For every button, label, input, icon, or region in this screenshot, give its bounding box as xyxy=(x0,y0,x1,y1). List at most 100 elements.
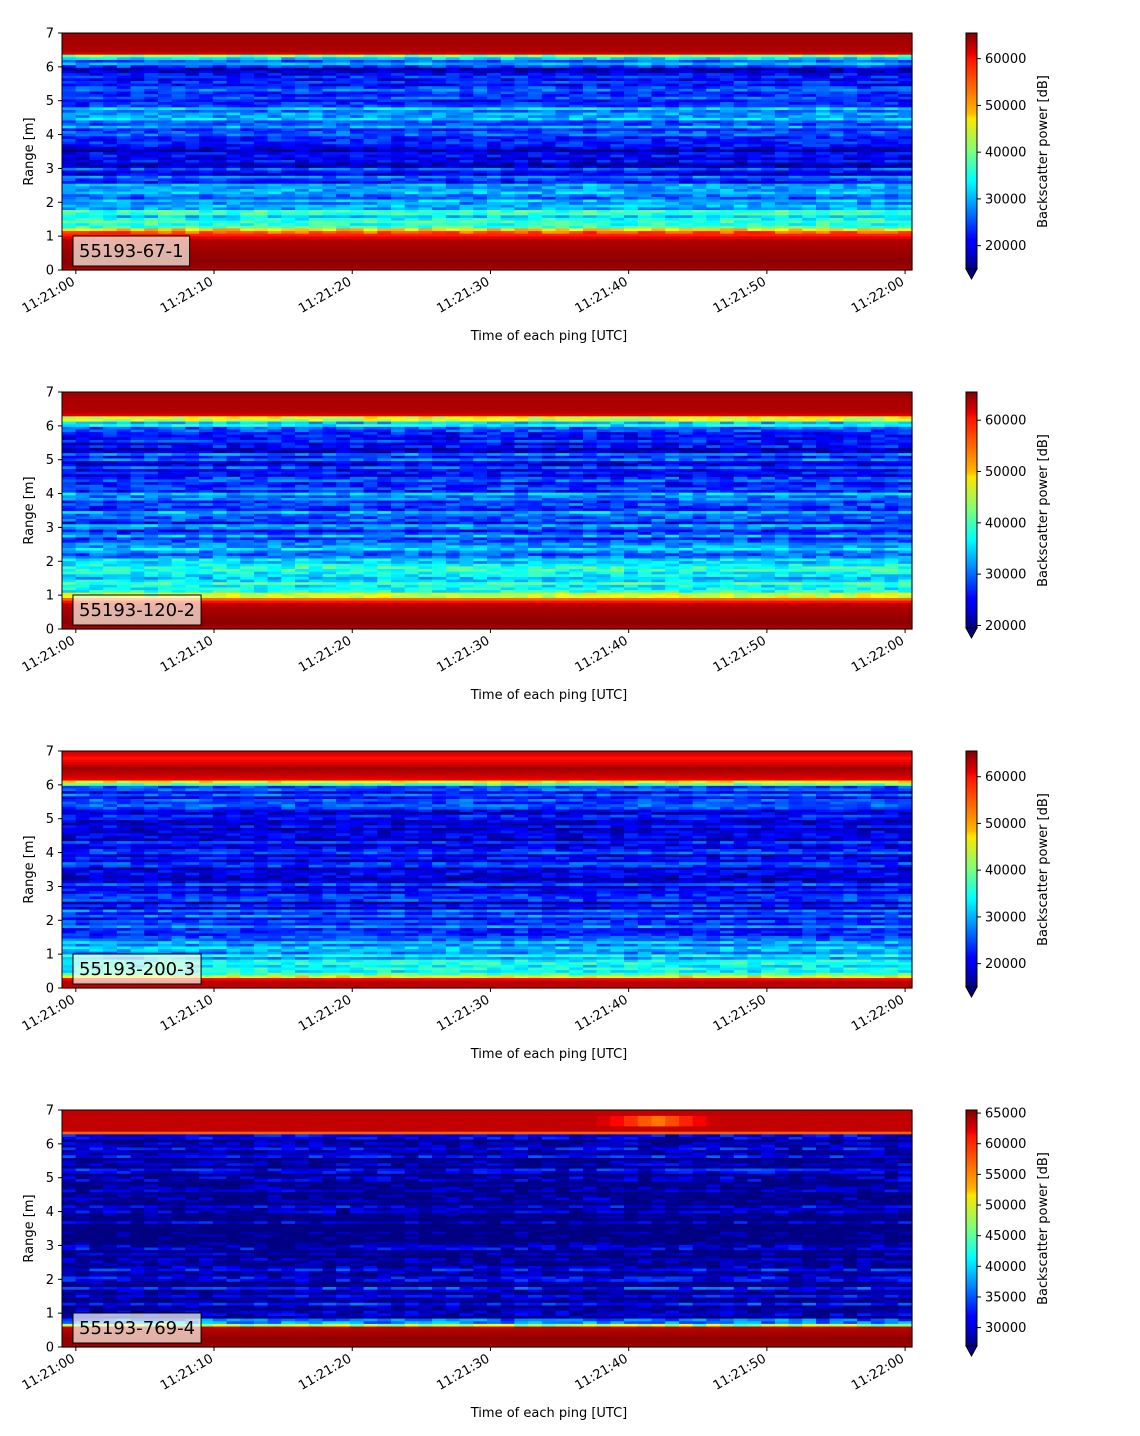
heatmap-cell xyxy=(89,222,104,226)
heatmap-cell xyxy=(171,177,186,182)
heatmap-cell xyxy=(103,77,118,81)
heatmap-cell xyxy=(171,101,186,105)
heatmap-cell xyxy=(157,267,173,271)
heatmap-cell xyxy=(130,127,145,132)
heatmap-cell xyxy=(157,227,173,232)
heatmap-cell xyxy=(89,267,104,271)
heatmap-cell xyxy=(144,59,159,63)
heatmap-cell xyxy=(171,119,186,124)
heatmap-cell xyxy=(103,185,118,189)
heatmap-cell xyxy=(89,106,104,110)
heatmap-cell xyxy=(144,230,159,234)
heatmap-cell xyxy=(62,125,77,129)
heatmap-cell xyxy=(75,225,91,229)
heatmap-cell xyxy=(89,109,104,113)
heatmap-cell xyxy=(171,69,186,74)
heatmap-cell xyxy=(116,167,132,171)
heatmap-cell xyxy=(89,180,104,184)
heatmap-cell xyxy=(130,59,145,63)
heatmap-cell xyxy=(171,122,186,126)
heatmap-cell xyxy=(130,227,145,232)
heatmap-cell xyxy=(157,59,173,63)
heatmap-cell xyxy=(130,80,145,84)
heatmap-cell xyxy=(116,133,132,137)
heatmap-cell xyxy=(103,109,118,113)
heatmap-cell xyxy=(103,101,118,105)
heatmap-cell xyxy=(116,201,132,205)
heatmap-cell xyxy=(130,267,145,271)
heatmap-cell xyxy=(171,206,186,211)
heatmap-cell xyxy=(144,140,159,145)
heatmap-cell xyxy=(103,98,118,103)
heatmap-cell xyxy=(75,85,91,89)
heatmap-cell xyxy=(62,172,77,176)
heatmap-cell xyxy=(75,117,91,121)
heatmap-cell xyxy=(62,127,77,132)
heatmap-cell xyxy=(157,167,173,171)
heatmap-cell xyxy=(75,212,91,216)
heatmap-cell xyxy=(116,61,132,66)
heatmap-cell xyxy=(89,230,104,234)
heatmap-cell xyxy=(116,96,132,100)
heatmap-cell xyxy=(116,230,132,234)
heatmap-cell xyxy=(89,48,104,53)
heatmap-cell xyxy=(103,96,118,100)
heatmap-cell xyxy=(130,222,145,226)
heatmap-cell xyxy=(62,46,77,50)
heatmap-cell xyxy=(130,143,145,147)
heatmap-cell xyxy=(144,185,159,189)
heatmap-cell xyxy=(62,248,77,253)
heatmap-cell xyxy=(89,212,104,216)
heatmap-cell xyxy=(171,196,186,200)
heatmap-cell xyxy=(103,175,118,179)
heatmap-cell xyxy=(130,177,145,182)
heatmap-cell xyxy=(157,138,173,142)
heatmap-cell xyxy=(75,72,91,76)
heatmap-cell xyxy=(144,125,159,129)
heatmap-cell xyxy=(62,33,77,37)
heatmap-cell xyxy=(116,104,132,108)
heatmap-cell xyxy=(116,185,132,189)
heatmap-cell xyxy=(157,156,173,160)
heatmap-cell xyxy=(157,33,173,37)
heatmap-cell xyxy=(103,69,118,74)
heatmap-cell xyxy=(157,198,173,203)
heatmap-cell xyxy=(116,88,132,92)
heatmap-cell xyxy=(144,106,159,110)
heatmap-cell xyxy=(89,198,104,203)
heatmap-cell xyxy=(116,156,132,160)
heatmap-cell xyxy=(144,133,159,137)
heatmap-cell xyxy=(144,164,159,168)
heatmap-cell xyxy=(116,267,132,271)
heatmap-cell xyxy=(116,212,132,216)
heatmap-cell xyxy=(116,183,132,187)
heatmap-cell xyxy=(75,198,91,203)
heatmap-cell xyxy=(130,196,145,200)
heatmap-cell xyxy=(89,51,104,55)
heatmap-cell xyxy=(157,122,173,126)
heatmap-cell xyxy=(103,106,118,110)
heatmap-cell xyxy=(103,140,118,145)
heatmap-cell xyxy=(130,119,145,124)
heatmap-cell xyxy=(89,138,104,142)
heatmap-cell xyxy=(171,154,186,158)
heatmap-cell xyxy=(130,162,145,166)
heatmap-cell xyxy=(62,256,77,261)
heatmap-cell xyxy=(62,254,77,258)
heatmap-cell xyxy=(103,112,118,116)
heatmap-cell xyxy=(62,72,77,76)
heatmap-cell xyxy=(116,135,132,139)
heatmap-cell xyxy=(89,209,104,213)
heatmap-cell xyxy=(62,243,77,247)
heatmap-cell xyxy=(103,67,118,71)
heatmap-cell xyxy=(62,217,77,221)
heatmap-cell xyxy=(116,75,132,79)
heatmap-cell xyxy=(130,72,145,76)
heatmap-cell xyxy=(75,119,91,124)
heatmap-cell xyxy=(116,162,132,166)
heatmap-cell xyxy=(130,180,145,184)
heatmap-cell xyxy=(89,93,104,97)
heatmap-cell xyxy=(171,169,186,174)
heatmap-cell xyxy=(62,151,77,155)
heatmap-cell xyxy=(103,64,118,68)
